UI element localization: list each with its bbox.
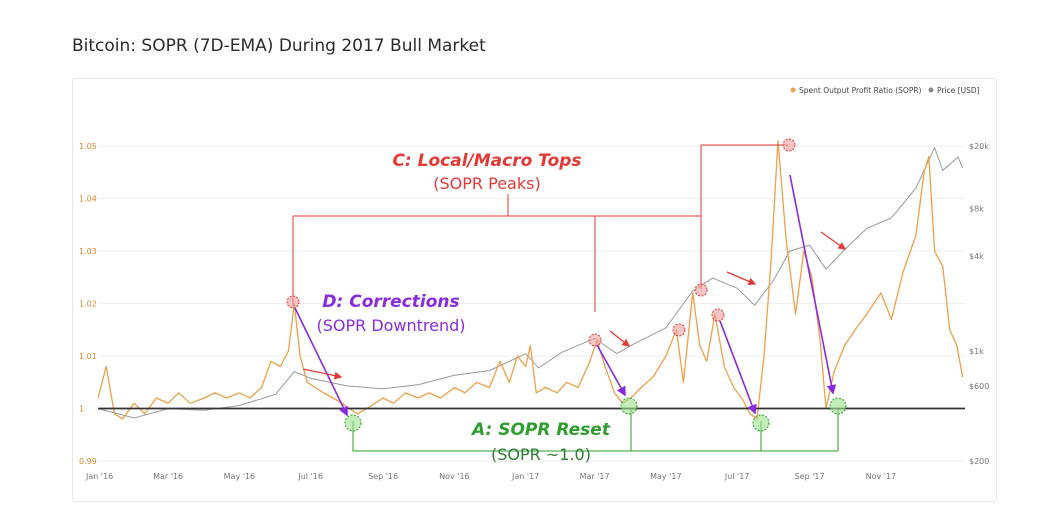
x-tick-label: Mar '16 xyxy=(153,472,183,481)
y-left-tick-label: 1.05 xyxy=(79,142,97,151)
a-subtitle: (SOPR ~1.0) xyxy=(491,445,591,464)
price-line xyxy=(97,146,964,419)
correction-arrow xyxy=(294,307,348,417)
legend-price-label: Price [USD] xyxy=(937,86,980,95)
y-right-tick-label: $8k xyxy=(969,205,984,214)
legend-sopr-marker xyxy=(790,87,796,93)
reset-marker xyxy=(829,397,847,415)
reset-marker xyxy=(620,397,638,415)
reset-marker xyxy=(752,414,770,432)
page-title: Bitcoin: SOPR (7D-EMA) During 2017 Bull … xyxy=(72,36,486,56)
c-bracket-lines xyxy=(292,144,788,312)
c-title: C: Local/Macro Tops xyxy=(392,151,581,171)
y-left-tick-label: 1.03 xyxy=(79,247,97,256)
chart-svg: Spent Output Profit Ratio (SOPR) Price [… xyxy=(79,86,989,481)
y-right-tick-label: $4k xyxy=(969,252,984,261)
peak-marker xyxy=(782,138,796,152)
legend-sopr-label: Spent Output Profit Ratio (SOPR) xyxy=(799,86,922,95)
correction-arrow xyxy=(596,344,626,397)
a-title: A: SOPR Reset xyxy=(470,420,611,440)
peak-marker xyxy=(672,323,686,337)
y-right-tick-label: $1k xyxy=(969,347,984,356)
x-tick-label: May '17 xyxy=(650,472,681,481)
reset-marker xyxy=(344,414,362,432)
d-title: D: Corrections xyxy=(322,292,459,312)
x-tick-label: Jan '16 xyxy=(85,472,113,481)
trend-arrow xyxy=(726,271,757,286)
y-left-tick-label: 1.04 xyxy=(79,195,97,204)
trend-arrow xyxy=(609,330,631,347)
x-tick-label: Nov '16 xyxy=(439,472,470,481)
y-right-tick-label: $200 xyxy=(969,457,989,466)
y-left-tick-label: 0.99 xyxy=(79,457,97,466)
y-left-tick-label: 1 xyxy=(79,405,84,414)
x-tick-label: Jul '17 xyxy=(724,472,750,481)
y-left-tick-label: 1.01 xyxy=(79,352,97,361)
d-subtitle: (SOPR Downtrend) xyxy=(316,316,465,335)
a-bracket-lines xyxy=(352,409,839,452)
x-tick-label: Jul '16 xyxy=(297,472,323,481)
y-right-tick-label: $20k xyxy=(969,142,989,151)
c-subtitle: (SOPR Peaks) xyxy=(433,174,540,193)
peak-marker xyxy=(711,308,725,322)
correction-arrow xyxy=(789,174,837,395)
x-tick-label: Nov '17 xyxy=(866,472,897,481)
x-tick-label: Jan '17 xyxy=(511,472,539,481)
x-tick-label: Sep '17 xyxy=(795,472,825,481)
peak-marker xyxy=(694,283,708,297)
legend-price-marker xyxy=(928,87,934,93)
x-tick-label: Sep '16 xyxy=(368,472,398,481)
correction-arrow xyxy=(719,320,757,415)
sopr-line xyxy=(97,140,964,420)
x-tick-label: Mar '17 xyxy=(580,472,610,481)
trend-arrow xyxy=(302,368,343,380)
chart-container: Spent Output Profit Ratio (SOPR) Price [… xyxy=(72,78,997,502)
trend-arrow xyxy=(820,231,847,250)
peak-marker xyxy=(286,295,300,309)
y-left-tick-label: 1.02 xyxy=(79,300,97,309)
peak-marker xyxy=(588,333,602,347)
x-tick-label: May '16 xyxy=(224,472,255,481)
y-right-tick-label: $600 xyxy=(969,382,989,391)
